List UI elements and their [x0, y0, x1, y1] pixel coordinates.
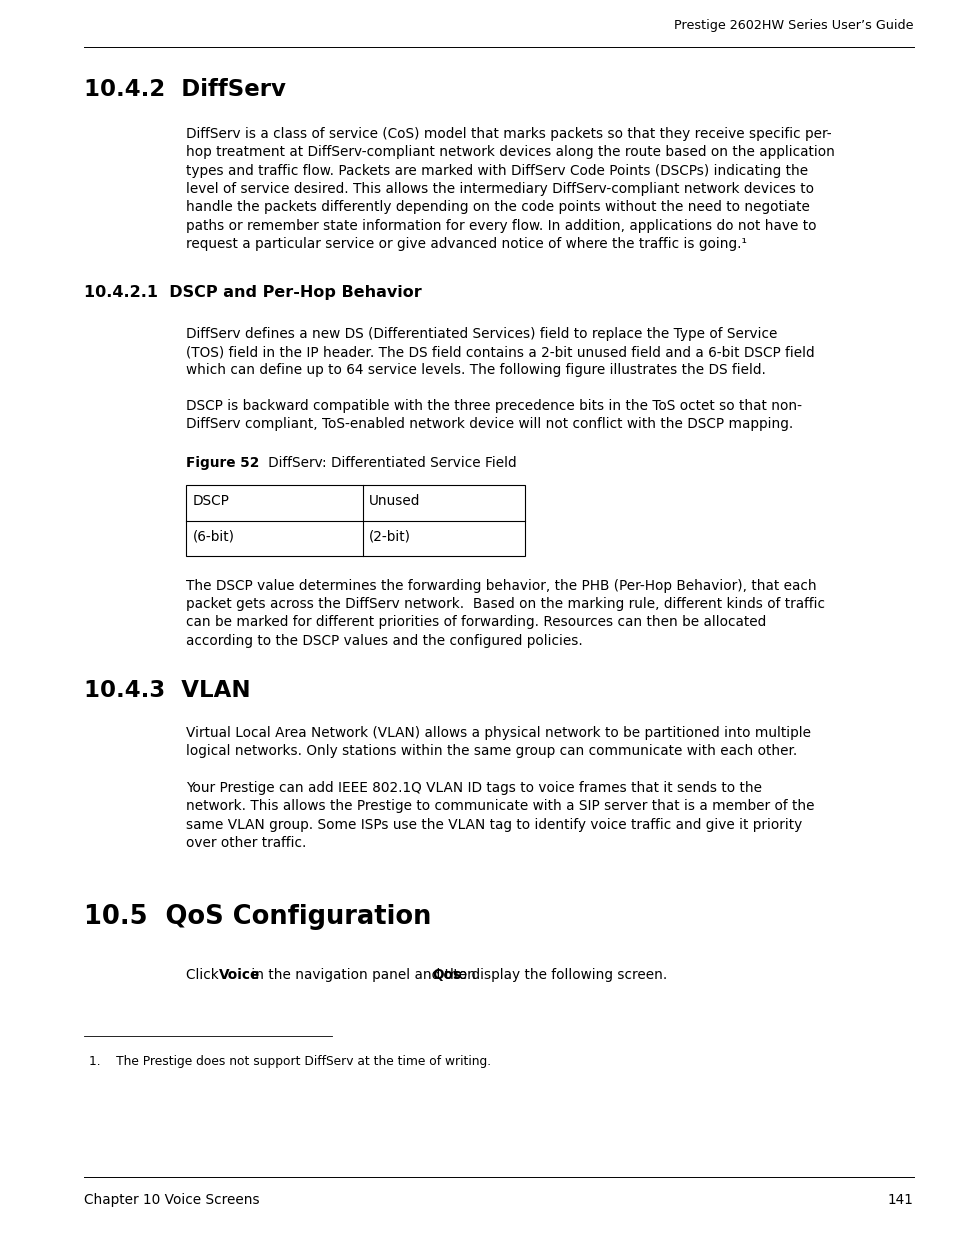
Text: 141: 141	[887, 1193, 913, 1207]
Text: DSCP is backward compatible with the three precedence bits in the ToS octet so t: DSCP is backward compatible with the thr…	[186, 399, 801, 412]
Text: which can define up to 64 service levels. The following figure illustrates the D: which can define up to 64 service levels…	[186, 363, 765, 378]
Text: Virtual Local Area Network (VLAN) allows a physical network to be partitioned in: Virtual Local Area Network (VLAN) allows…	[186, 726, 810, 740]
Text: 10.4.2  DiffServ: 10.4.2 DiffServ	[84, 78, 286, 101]
Text: hop treatment at DiffServ-compliant network devices along the route based on the: hop treatment at DiffServ-compliant netw…	[186, 146, 834, 159]
Text: Qos: Qos	[432, 968, 460, 982]
Text: DSCP: DSCP	[193, 494, 230, 508]
Text: (TOS) field in the IP header. The DS field contains a 2-bit unused field and a 6: (TOS) field in the IP header. The DS fie…	[186, 345, 814, 359]
Text: over other traffic.: over other traffic.	[186, 836, 306, 850]
Text: (2-bit): (2-bit)	[369, 530, 411, 543]
Text: 10.4.2.1  DSCP and Per-Hop Behavior: 10.4.2.1 DSCP and Per-Hop Behavior	[84, 285, 421, 300]
Text: DiffServ: Differentiated Service Field: DiffServ: Differentiated Service Field	[254, 457, 516, 471]
Text: request a particular service or give advanced notice of where the traffic is goi: request a particular service or give adv…	[186, 237, 746, 251]
Text: Your Prestige can add IEEE 802.1Q VLAN ID tags to voice frames that it sends to : Your Prestige can add IEEE 802.1Q VLAN I…	[186, 781, 761, 795]
Text: network. This allows the Prestige to communicate with a SIP server that is a mem: network. This allows the Prestige to com…	[186, 799, 814, 814]
Text: Click: Click	[186, 968, 223, 982]
Text: The DSCP value determines the forwarding behavior, the PHB (Per-Hop Behavior), t: The DSCP value determines the forwarding…	[186, 579, 816, 593]
Text: level of service desired. This allows the intermediary DiffServ-compliant networ: level of service desired. This allows th…	[186, 182, 813, 196]
Text: types and traffic flow. Packets are marked with DiffServ Code Points (DSCPs) ind: types and traffic flow. Packets are mark…	[186, 164, 807, 178]
Text: packet gets across the DiffServ network.  Based on the marking rule, different k: packet gets across the DiffServ network.…	[186, 597, 824, 611]
Text: same VLAN group. Some ISPs use the VLAN tag to identify voice traffic and give i: same VLAN group. Some ISPs use the VLAN …	[186, 818, 801, 831]
Text: logical networks. Only stations within the same group can communicate with each : logical networks. Only stations within t…	[186, 745, 797, 758]
Text: in the navigation panel and then: in the navigation panel and then	[247, 968, 480, 982]
Text: 10.4.3  VLAN: 10.4.3 VLAN	[84, 679, 251, 701]
Text: DiffServ defines a new DS (Differentiated Services) field to replace the Type of: DiffServ defines a new DS (Differentiate…	[186, 327, 777, 341]
Text: can be marked for different priorities of forwarding. Resources can then be allo: can be marked for different priorities o…	[186, 615, 765, 630]
Text: 1.    The Prestige does not support DiffServ at the time of writing.: 1. The Prestige does not support DiffSer…	[89, 1056, 491, 1068]
Text: Voice: Voice	[218, 968, 259, 982]
Text: handle the packets differently depending on the code points without the need to : handle the packets differently depending…	[186, 200, 809, 215]
Text: Unused: Unused	[369, 494, 420, 508]
Text: Figure 52: Figure 52	[186, 457, 259, 471]
Text: to display the following screen.: to display the following screen.	[449, 968, 667, 982]
Text: (6-bit): (6-bit)	[193, 530, 234, 543]
Text: DiffServ is a class of service (CoS) model that marks packets so that they recei: DiffServ is a class of service (CoS) mod…	[186, 127, 831, 141]
Bar	[186, 485, 524, 557]
Text: Prestige 2602HW Series User’s Guide: Prestige 2602HW Series User’s Guide	[674, 19, 913, 32]
Text: Chapter 10 Voice Screens: Chapter 10 Voice Screens	[84, 1193, 259, 1207]
Text: paths or remember state information for every flow. In addition, applications do: paths or remember state information for …	[186, 219, 816, 232]
Text: DiffServ compliant, ToS-enabled network device will not conflict with the DSCP m: DiffServ compliant, ToS-enabled network …	[186, 417, 793, 431]
Text: according to the DSCP values and the configured policies.: according to the DSCP values and the con…	[186, 634, 582, 647]
Text: 10.5  QoS Configuration: 10.5 QoS Configuration	[84, 904, 431, 930]
